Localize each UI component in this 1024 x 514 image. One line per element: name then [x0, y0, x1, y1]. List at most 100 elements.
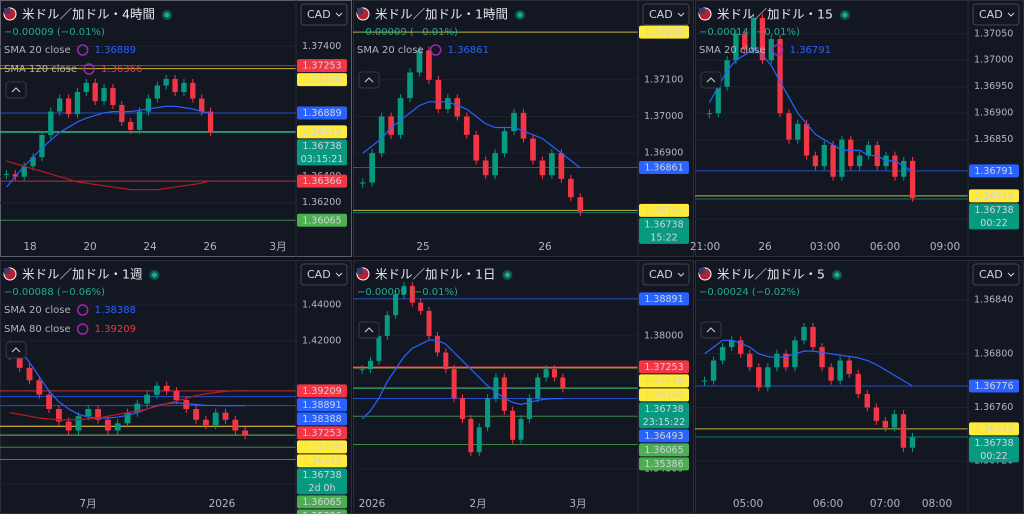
candle-body [426, 310, 432, 336]
sma-line [6, 160, 211, 191]
candle-body [397, 98, 404, 135]
indicator-icon[interactable] [76, 304, 89, 316]
indicator-icon[interactable] [76, 44, 89, 56]
candle-body [3, 174, 10, 176]
candle-body [774, 353, 780, 368]
time-label: 2月 [469, 498, 486, 510]
price-tag [639, 457, 689, 471]
candle-body [909, 160, 916, 198]
price-tag [297, 384, 347, 398]
price-tag-label: 1.36738 [302, 470, 341, 481]
candle-body [909, 436, 916, 448]
price-tick-label: 1.36760 [974, 402, 1013, 413]
indicator-value: 1.36791 [790, 45, 831, 56]
price-tag [639, 25, 689, 39]
candle-body [183, 400, 190, 410]
collapse-button[interactable] [700, 321, 722, 339]
price-tag [639, 443, 689, 457]
sma-line [9, 390, 246, 421]
candle-body [124, 412, 131, 424]
candle-body [715, 86, 721, 114]
price-tick-label: 1.37000 [974, 55, 1013, 66]
symbol-title: 米ドル／加ドル・4時間 [22, 7, 155, 22]
price-tag-label: 1.38388 [302, 414, 341, 425]
currency-dropdown[interactable] [300, 3, 348, 26]
price-tick-label: 1.42000 [302, 335, 341, 346]
currency-dropdown[interactable] [972, 263, 1020, 286]
collapse-button[interactable] [5, 341, 27, 359]
plot-area [353, 282, 638, 470]
chart-panel: 1.37050 1.37000 1.36950 1.36900 1.36850 1.367… [690, 0, 1024, 257]
candle-body [393, 294, 399, 316]
candle-body [134, 403, 141, 413]
plot-area [353, 31, 638, 216]
price-tag [969, 436, 1019, 463]
candle-body [518, 418, 524, 440]
price-tag [297, 509, 347, 514]
status-dot-core [164, 12, 170, 18]
candle-body [520, 112, 527, 139]
indicator-label: SMA 120 close [4, 64, 77, 75]
indicator-value: 1.39209 [95, 324, 136, 335]
indicator-label: SMA 20 close [4, 45, 71, 56]
candle-body [163, 78, 169, 86]
price-tick-label: 1.36850 [974, 134, 1013, 145]
candle-body [535, 377, 541, 399]
candle-body [119, 105, 125, 122]
candle-body [12, 174, 18, 177]
collapse-button[interactable] [5, 81, 27, 99]
candle-body [163, 385, 170, 392]
candle-body [795, 123, 801, 140]
chart-panel: 1.374001.364001.362001.372531.372301.368… [0, 0, 352, 257]
candle-body [783, 353, 789, 368]
price-tag-label: 1.36065 [302, 215, 341, 226]
collapse-button[interactable] [700, 71, 722, 89]
candle-body [83, 82, 89, 93]
indicator-icon[interactable] [771, 44, 784, 56]
time-label: 26 [758, 241, 772, 253]
price-tag-label: 1.36776 [974, 381, 1013, 392]
collapse-button[interactable] [358, 71, 380, 89]
dropdown-chevron [677, 272, 685, 277]
candle-body [901, 160, 907, 177]
price-tag [297, 495, 347, 509]
price-tick-label: 1.37400 [302, 41, 341, 52]
price-tick-label: 1.36800 [974, 348, 1013, 359]
currency-dropdown[interactable] [642, 263, 690, 286]
candle-body [819, 347, 825, 368]
indicator-icon[interactable] [429, 44, 442, 56]
candle-body [848, 139, 854, 167]
indicator-icon[interactable] [83, 63, 95, 75]
candle-body [839, 139, 845, 177]
price-tag-label: 1.36738 [644, 404, 683, 415]
candle-body [378, 116, 385, 154]
price-tag-label: 1.36366 [302, 176, 341, 187]
candle-body [401, 286, 407, 295]
candle-body [526, 398, 532, 419]
collapse-button[interactable] [358, 321, 380, 339]
price-tag-label: 1.37253 [302, 428, 341, 439]
indicator-label: SMA 80 close [4, 324, 71, 335]
candle-body [803, 123, 810, 156]
candle-body [74, 92, 81, 115]
price-tag-label: 1.36738 [974, 205, 1013, 216]
candle-body [48, 111, 54, 135]
time-label: 21:00 [690, 241, 720, 253]
time-label: 03:00 [810, 241, 840, 253]
price-tick-label: 1.36840 [974, 295, 1013, 306]
time-label: 20 [83, 241, 96, 253]
candle-body [30, 157, 36, 167]
currency-dropdown[interactable] [300, 263, 348, 286]
time-label: 26 [203, 241, 217, 253]
candle-body [193, 409, 200, 420]
candle-body [476, 427, 482, 453]
candle-body [145, 98, 152, 112]
candle-body [359, 182, 366, 184]
currency-dropdown[interactable] [972, 3, 1020, 26]
currency-dropdown[interactable] [642, 3, 690, 26]
indicator-icon[interactable] [76, 323, 89, 335]
candle-body [719, 347, 726, 361]
price-tag [297, 454, 347, 468]
indicator-value: 1.36889 [95, 45, 136, 56]
